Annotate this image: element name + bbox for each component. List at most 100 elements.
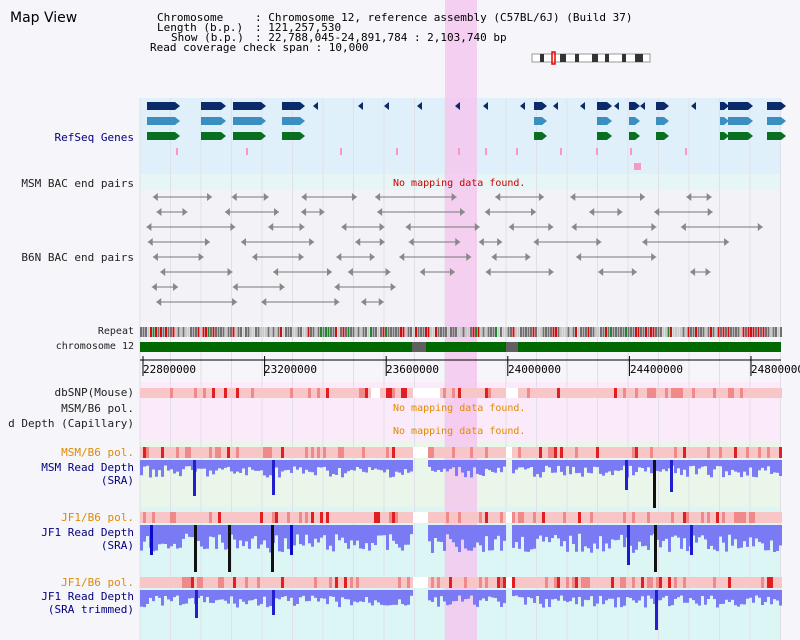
repeat-block (592, 327, 595, 337)
depth-bar (488, 460, 491, 471)
heat-cell (347, 447, 350, 458)
depth-bar (278, 460, 281, 478)
repeat-block (647, 327, 650, 337)
repeat-block (602, 327, 605, 337)
depth-bar (152, 460, 155, 470)
bac-end (268, 223, 274, 231)
heat-cell (686, 388, 689, 398)
heat-cell (212, 512, 215, 523)
heat-cell (620, 577, 623, 588)
heat-cell (260, 388, 263, 398)
heat-cell (383, 577, 386, 588)
heat-cell (155, 388, 158, 398)
depth-bar (572, 525, 575, 544)
heat-cell (296, 512, 299, 523)
heat-cell (761, 447, 764, 458)
heat-cell (368, 577, 371, 588)
heat-cell (140, 388, 143, 398)
heat-cell (386, 388, 389, 398)
heat-cell (545, 512, 548, 523)
depth-bar (326, 525, 329, 550)
depth-bar (740, 590, 743, 605)
heat-cell (584, 577, 587, 588)
heat-cell (365, 512, 368, 523)
heat-cell (452, 388, 455, 398)
heat-cell (329, 577, 332, 588)
heat-cell (464, 388, 467, 398)
heat-cell (524, 577, 527, 588)
track-label-jf1-sra[interactable]: (SRA) (100, 539, 134, 552)
heat-cell (719, 512, 722, 523)
bac-end (227, 268, 233, 276)
depth-bar (503, 590, 506, 604)
repeat-block (350, 327, 352, 337)
bac-end (369, 253, 375, 261)
depth-bar (761, 460, 764, 468)
repeat-block (147, 327, 150, 337)
track-label-jf1-depth-trimmed[interactable]: JF1 Read Depth (41, 590, 134, 603)
repeat-block (685, 327, 687, 337)
repeat-block (272, 327, 275, 337)
depth-bar (614, 590, 617, 608)
depth-bar (677, 525, 680, 538)
depth-bar (323, 525, 326, 536)
heat-cell (182, 577, 185, 588)
track-label-msm-depth[interactable]: MSM Read Depth (41, 461, 134, 474)
track-label-refseq[interactable]: RefSeq Genes (54, 131, 134, 144)
gene-arrow (175, 132, 180, 140)
track-label-msm-sra[interactable]: (SRA) (100, 474, 134, 487)
track-label-sra-trimmed[interactable]: (SRA trimmed) (47, 603, 134, 616)
depth-bar (428, 590, 431, 601)
heat-cell (461, 577, 464, 588)
heat-cell (590, 447, 593, 458)
heat-gap (425, 577, 428, 588)
repeat-block (345, 327, 347, 337)
heat-cell (752, 447, 755, 458)
heat-cell (677, 447, 680, 458)
depth-bar (701, 525, 704, 536)
heat-gap (515, 388, 518, 398)
gene-marker (455, 102, 460, 110)
depth-bar (737, 590, 740, 607)
heat-gap (377, 388, 380, 398)
bac-end (319, 208, 325, 216)
gene-marker (580, 102, 585, 110)
heat-cell (305, 512, 308, 523)
heat-cell (614, 512, 617, 523)
depth-bar (458, 525, 461, 552)
depth-bar (521, 525, 524, 537)
depth-bar (428, 525, 431, 542)
refseq-mark (634, 163, 641, 170)
heat-gap (416, 447, 419, 458)
heat-gap (419, 388, 422, 398)
repeat-block (715, 327, 717, 337)
heat-cell (167, 447, 170, 458)
length-value: : 121,257,530 (255, 21, 342, 34)
heat-cell (704, 512, 707, 523)
depth-bar (140, 525, 143, 551)
heat-cell (314, 447, 317, 458)
depth-bar (374, 525, 377, 546)
repeat-block (437, 327, 440, 337)
repeat-block (577, 327, 580, 337)
heat-cell (488, 447, 491, 458)
heat-cell (668, 388, 671, 398)
track-label-jf1-depth[interactable]: JF1 Read Depth (41, 526, 134, 539)
heat-cell (266, 388, 269, 398)
heat-cell (740, 512, 743, 523)
depth-bar (341, 590, 344, 598)
repeat-block (222, 327, 225, 337)
ideogram-marker (551, 51, 556, 65)
depth-bar (680, 460, 683, 476)
heat-cell (584, 512, 587, 523)
heat-cell (689, 512, 692, 523)
gene-arrow (542, 102, 547, 110)
repeat-block (307, 327, 310, 337)
heat-cell (563, 577, 566, 588)
heat-cell (407, 388, 410, 398)
heat-cell (581, 577, 584, 588)
depth-bar (197, 460, 200, 469)
heat-cell (734, 577, 737, 588)
heat-cell (224, 447, 227, 458)
